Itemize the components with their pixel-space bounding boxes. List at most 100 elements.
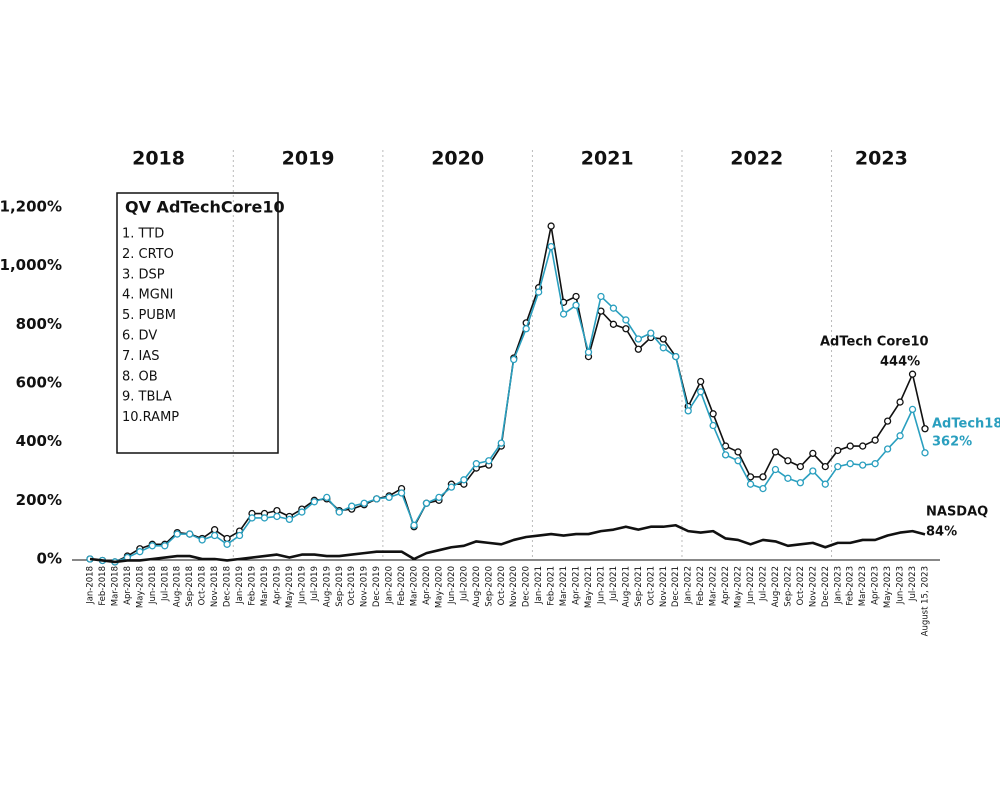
year-label: 2020 — [431, 148, 484, 170]
series-marker — [659, 344, 667, 352]
x-tick-label: Mar-2020 — [410, 566, 420, 606]
x-tick-label: Jan-2021 — [534, 566, 544, 605]
series-marker — [634, 335, 643, 343]
x-tick-label: Oct-2018 — [198, 566, 208, 605]
series-marker — [647, 329, 655, 337]
series-marker — [186, 530, 194, 538]
x-tick-label: Nov-2021 — [659, 566, 669, 607]
x-tick-label: Apr-2022 — [721, 566, 731, 605]
x-tick-label: Sep-2021 — [634, 566, 644, 607]
series-name: AdTech18 — [932, 417, 1000, 432]
series-marker — [809, 449, 817, 458]
x-tick-label: Oct-2022 — [796, 566, 806, 605]
x-tick-label: Sep-2019 — [335, 566, 345, 607]
year-label: 2023 — [855, 148, 908, 170]
y-tick-label: 600% — [16, 374, 62, 392]
legend-item: 1. TTD — [122, 227, 164, 242]
series-marker — [397, 489, 406, 497]
series-marker — [360, 499, 368, 507]
legend-item: 4. MGNI — [122, 288, 173, 303]
series-marker — [734, 457, 742, 465]
series-marker — [385, 493, 393, 502]
x-tick-label: Dec-2021 — [671, 566, 681, 607]
series-marker — [285, 515, 294, 524]
series-marker — [834, 446, 842, 455]
series-marker — [235, 531, 244, 540]
series-marker — [759, 484, 767, 493]
series-marker — [609, 304, 618, 312]
x-tick-label: May-2021 — [584, 566, 594, 608]
year-label: 2018 — [132, 148, 185, 170]
x-tick-label: Feb-2020 — [397, 566, 407, 606]
series-marker — [659, 335, 667, 343]
series-marker — [273, 512, 281, 521]
series-marker — [921, 449, 929, 457]
series-marker — [410, 521, 418, 529]
series-marker — [460, 476, 468, 484]
x-tick-label: Jan-2023 — [833, 566, 843, 605]
series-marker — [609, 320, 618, 328]
x-tick-label: Nov-2020 — [509, 566, 519, 607]
y-tick-label: 400% — [16, 432, 62, 450]
series-marker — [547, 222, 555, 230]
y-tick-label: 200% — [16, 491, 62, 509]
x-tick-label: Jul-2018 — [160, 566, 170, 602]
series-marker — [435, 493, 443, 502]
x-tick-label: Dec-2020 — [522, 566, 532, 607]
series-marker — [348, 502, 356, 510]
x-tick-label: Jun-2019 — [297, 566, 307, 605]
x-tick-label: Jun-2023 — [896, 566, 906, 605]
year-label: 2019 — [282, 148, 335, 170]
series-marker — [173, 530, 181, 538]
series-marker — [510, 355, 518, 364]
x-tick-label: Jul-2019 — [310, 566, 320, 602]
y-tick-label: 800% — [16, 315, 62, 333]
series-marker — [871, 460, 879, 468]
x-tick-label: Feb-2019 — [248, 566, 258, 606]
x-tick-label: Apr-2021 — [572, 566, 582, 605]
series-marker — [210, 526, 219, 534]
series-line — [89, 523, 926, 564]
series-marker — [859, 442, 867, 450]
series-marker — [908, 370, 917, 378]
y-tick-label: 1,000% — [0, 256, 62, 274]
x-tick-label: Jan-2019 — [235, 566, 245, 605]
series-marker — [672, 352, 680, 361]
x-tick-label: Sep-2022 — [783, 566, 793, 607]
series-marker — [734, 448, 742, 456]
series-marker — [485, 457, 493, 465]
x-tick-label: Jun-2018 — [148, 566, 158, 605]
y-tick-label: 1,200% — [0, 198, 62, 216]
series-marker — [447, 483, 456, 491]
series-marker — [883, 445, 892, 453]
x-tick-label: Nov-2019 — [360, 566, 370, 607]
series-marker — [697, 377, 705, 386]
x-tick-label: May-2019 — [285, 566, 295, 608]
series-marker — [472, 460, 480, 468]
legend-item: 2. CRTO — [122, 247, 174, 262]
legend-item: 6. DV — [122, 329, 157, 344]
x-tick-label: Oct-2019 — [347, 566, 357, 605]
x-tick-label: Sep-2020 — [484, 566, 494, 607]
x-tick-label: Sep-2018 — [185, 566, 195, 607]
series-marker — [622, 325, 630, 333]
series-marker — [223, 534, 231, 543]
x-tick-label: Jan-2018 — [86, 566, 96, 605]
legend-item: 5. PUBM — [122, 308, 176, 323]
series-end-label: 362% — [932, 435, 972, 450]
series-marker — [796, 479, 805, 487]
series-name: AdTech Core10 — [820, 335, 929, 350]
x-tick-label: Jul-2020 — [459, 566, 469, 602]
series-marker — [136, 548, 144, 556]
series-marker — [597, 292, 605, 301]
series-marker — [771, 448, 780, 456]
x-tick-label: May-2022 — [734, 566, 744, 608]
x-tick-label: Apr-2020 — [422, 566, 432, 605]
series-marker — [771, 465, 780, 474]
series-marker — [784, 474, 792, 482]
series-marker — [634, 345, 643, 353]
x-tick-label: Jun-2021 — [596, 566, 606, 605]
series-marker — [323, 493, 331, 502]
year-label: 2022 — [730, 148, 783, 170]
x-tick-label: Dec-2018 — [223, 566, 233, 607]
